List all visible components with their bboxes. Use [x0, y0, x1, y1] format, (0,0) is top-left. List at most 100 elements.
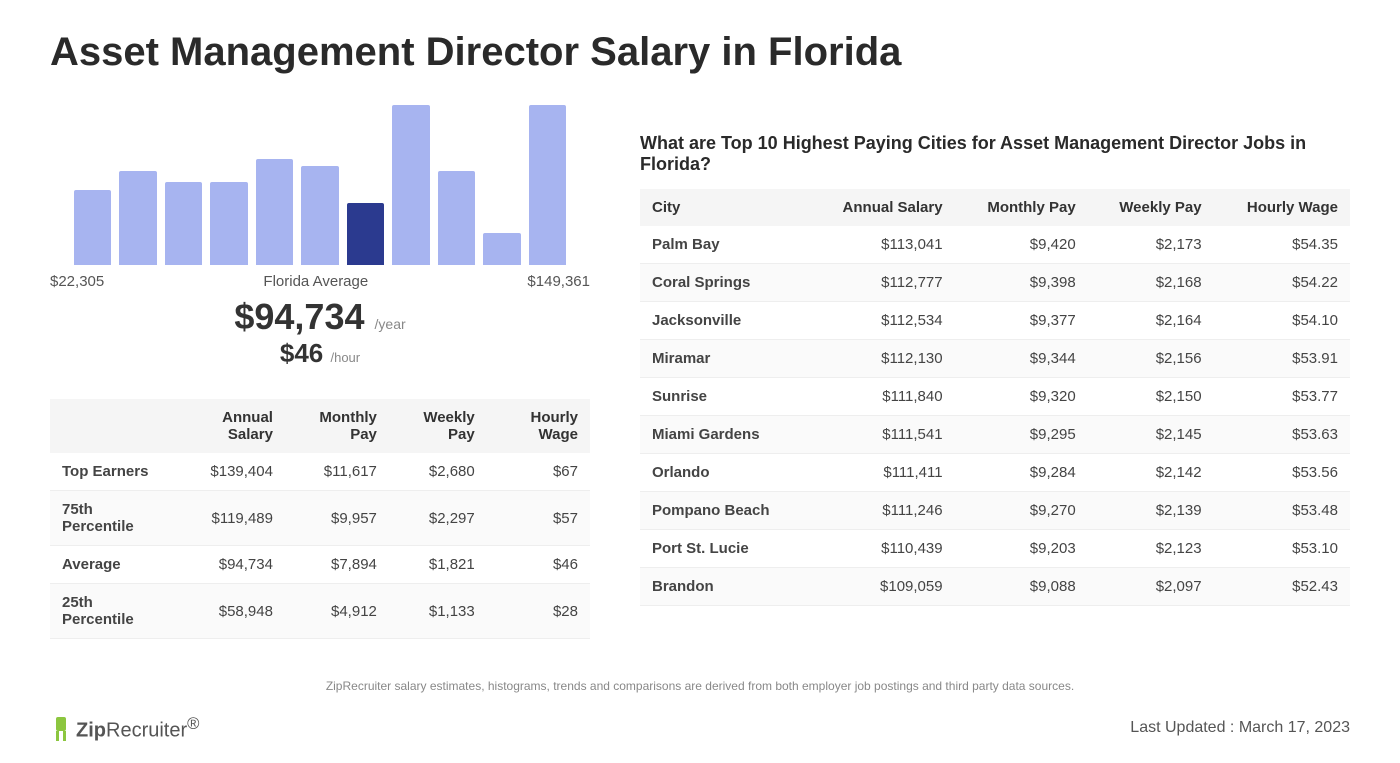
table-cell: $9,344: [955, 340, 1088, 378]
histogram-bar: [392, 105, 429, 265]
table-column-header: Hourly Wage: [1214, 189, 1350, 226]
histogram-bar: [438, 171, 475, 265]
logo-text: ZipRecruiter®: [76, 714, 199, 743]
table-column-header: [50, 399, 171, 453]
table-cell: $9,420: [955, 226, 1088, 264]
table-cell: $54.10: [1214, 302, 1350, 340]
table-cell: Port St. Lucie: [640, 530, 808, 568]
logo-rest: Recruiter: [106, 719, 187, 741]
table-row: Pompano Beach$111,246$9,270$2,139$53.48: [640, 492, 1350, 530]
table-cell: $52.43: [1214, 568, 1350, 606]
histogram-center-label: Florida Average: [104, 273, 527, 290]
table-cell: Palm Bay: [640, 226, 808, 264]
percentile-salary-table: Annual SalaryMonthly PayWeekly PayHourly…: [50, 399, 590, 639]
table-column-header: Annual Salary: [171, 399, 285, 453]
table-column-header: Annual Salary: [808, 189, 955, 226]
histogram-bar: [483, 233, 520, 265]
table-column-header: Monthly Pay: [285, 399, 389, 453]
histogram-max-label: $149,361: [527, 273, 590, 290]
table-cell: $9,284: [955, 454, 1088, 492]
table-cell: $2,142: [1088, 454, 1214, 492]
table-header-row: CityAnnual SalaryMonthly PayWeekly PayHo…: [640, 189, 1350, 226]
table-cell: $53.63: [1214, 416, 1350, 454]
table-cell: $9,088: [955, 568, 1088, 606]
average-annual-suffix: /year: [375, 316, 406, 332]
table-cell: $2,164: [1088, 302, 1214, 340]
table-column-header: Weekly Pay: [389, 399, 487, 453]
table-cell: $54.35: [1214, 226, 1350, 264]
table-cell: $28: [487, 584, 590, 639]
table-row: Brandon$109,059$9,088$2,097$52.43: [640, 568, 1350, 606]
table-cell: $112,777: [808, 264, 955, 302]
table-cell: Sunrise: [640, 378, 808, 416]
histogram-x-labels: $22,305 Florida Average $149,361: [50, 273, 590, 290]
table-cell: $112,534: [808, 302, 955, 340]
table-cell: $9,270: [955, 492, 1088, 530]
logo-trademark: ®: [187, 714, 199, 733]
table-cell: $7,894: [285, 546, 389, 584]
table-cell: $2,173: [1088, 226, 1214, 264]
table-cell: $111,541: [808, 416, 955, 454]
table-row: Top Earners$139,404$11,617$2,680$67: [50, 453, 590, 491]
table-cell: $53.77: [1214, 378, 1350, 416]
table-cell: $111,840: [808, 378, 955, 416]
table-row: Miami Gardens$111,541$9,295$2,145$53.63: [640, 416, 1350, 454]
table-cell: $53.91: [1214, 340, 1350, 378]
table-cell: $1,133: [389, 584, 487, 639]
table-cell: $53.56: [1214, 454, 1350, 492]
table-row: Coral Springs$112,777$9,398$2,168$54.22: [640, 264, 1350, 302]
table-cell: $2,297: [389, 491, 487, 546]
table-cell: $11,617: [285, 453, 389, 491]
table-cell: $57: [487, 491, 590, 546]
histogram-bar: [119, 171, 156, 265]
histogram-bar: [347, 203, 384, 265]
average-hourly-value: $46: [280, 338, 323, 368]
table-cell: $111,411: [808, 454, 955, 492]
table-cell: $2,123: [1088, 530, 1214, 568]
table-cell: $58,948: [171, 584, 285, 639]
table-row: Jacksonville$112,534$9,377$2,164$54.10: [640, 302, 1350, 340]
table-cell: $113,041: [808, 226, 955, 264]
table-cell: $109,059: [808, 568, 955, 606]
table-row: Port St. Lucie$110,439$9,203$2,123$53.10: [640, 530, 1350, 568]
average-annual-salary: $94,734 /year: [50, 296, 590, 338]
histogram-bar: [74, 190, 111, 265]
table-cell: $2,150: [1088, 378, 1214, 416]
table-row: Palm Bay$113,041$9,420$2,173$54.35: [640, 226, 1350, 264]
last-updated-text: Last Updated : March 17, 2023: [1130, 719, 1350, 737]
average-hourly-suffix: /hour: [330, 350, 360, 365]
right-column: What are Top 10 Highest Paying Cities fo…: [640, 105, 1350, 639]
left-column: $22,305 Florida Average $149,361 $94,734…: [50, 105, 590, 639]
table-cell: Average: [50, 546, 171, 584]
table-cell: $94,734: [171, 546, 285, 584]
table-cell: Top Earners: [50, 453, 171, 491]
table-row: Orlando$111,411$9,284$2,142$53.56: [640, 454, 1350, 492]
table-column-header: Hourly Wage: [487, 399, 590, 453]
table-cell: Coral Springs: [640, 264, 808, 302]
table-cell: $4,912: [285, 584, 389, 639]
table-cell: Miramar: [640, 340, 808, 378]
table-cell: $9,398: [955, 264, 1088, 302]
table-cell: Brandon: [640, 568, 808, 606]
table-row: 75th Percentile$119,489$9,957$2,297$57: [50, 491, 590, 546]
cities-heading: What are Top 10 Highest Paying Cities fo…: [640, 133, 1350, 175]
table-cell: $110,439: [808, 530, 955, 568]
table-cell: Pompano Beach: [640, 492, 808, 530]
average-hourly-wage: $46 /hour: [50, 338, 590, 369]
table-row: 25th Percentile$58,948$4,912$1,133$28: [50, 584, 590, 639]
table-cell: $9,320: [955, 378, 1088, 416]
salary-histogram: $22,305 Florida Average $149,361 $94,734…: [50, 105, 590, 369]
top-cities-table: CityAnnual SalaryMonthly PayWeekly PayHo…: [640, 189, 1350, 606]
table-cell: $2,145: [1088, 416, 1214, 454]
table-row: Miramar$112,130$9,344$2,156$53.91: [640, 340, 1350, 378]
table-cell: $1,821: [389, 546, 487, 584]
histogram-bar: [529, 105, 566, 265]
histogram-bar: [165, 182, 202, 265]
data-source-footnote: ZipRecruiter salary estimates, histogram…: [50, 679, 1350, 693]
table-column-header: City: [640, 189, 808, 226]
table-column-header: Weekly Pay: [1088, 189, 1214, 226]
table-row: Average$94,734$7,894$1,821$46: [50, 546, 590, 584]
table-cell: $9,203: [955, 530, 1088, 568]
ziprecruiter-logo: ZipRecruiter®: [50, 713, 199, 743]
logo-bold: Zip: [76, 719, 106, 741]
